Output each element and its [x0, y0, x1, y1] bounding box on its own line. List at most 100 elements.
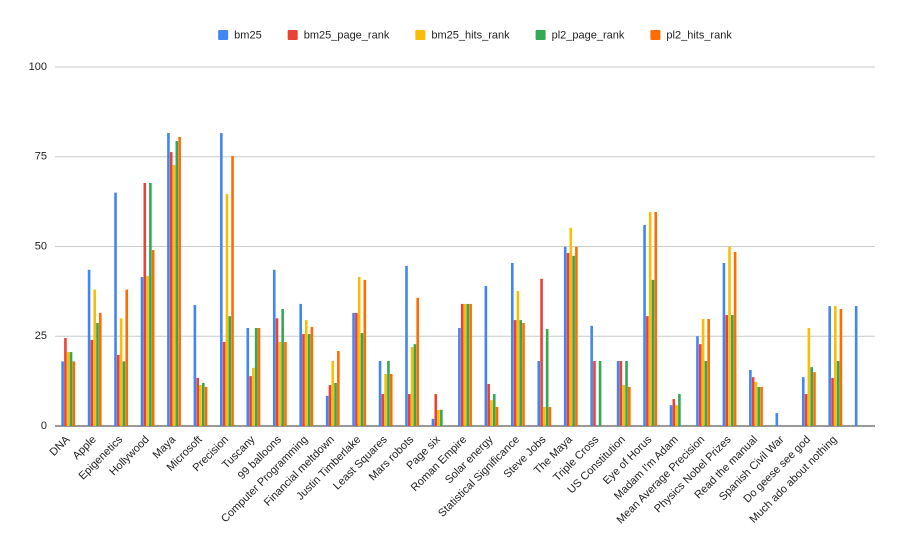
y-tick-label: 0 — [41, 420, 47, 432]
bar — [575, 246, 578, 426]
bar — [275, 318, 279, 426]
bar — [648, 212, 652, 426]
bar — [325, 395, 329, 426]
bar — [378, 361, 382, 426]
bar — [61, 361, 64, 426]
bar — [389, 373, 393, 426]
bar — [387, 361, 390, 426]
bar — [804, 394, 808, 426]
bar — [98, 312, 102, 426]
bar — [698, 344, 702, 426]
legend-label: bm25_hits_rank — [431, 29, 510, 41]
bar — [522, 322, 525, 426]
bar — [545, 329, 549, 426]
bar — [813, 372, 816, 426]
bar — [725, 315, 729, 426]
bar — [222, 341, 226, 426]
bar — [628, 386, 631, 426]
bar — [413, 344, 417, 426]
bar — [513, 320, 517, 426]
legend-label: bm25 — [234, 29, 262, 41]
bar — [466, 303, 470, 426]
bar — [707, 319, 710, 426]
bar — [337, 350, 340, 426]
bar — [281, 308, 284, 426]
bar — [199, 385, 202, 426]
legend-label: bm25_page_rank — [304, 29, 390, 41]
x-tick-label: DNA — [47, 433, 72, 458]
bar — [172, 165, 176, 426]
bar — [302, 334, 305, 426]
bar — [178, 137, 181, 426]
bar — [278, 341, 282, 426]
bar — [696, 336, 699, 426]
bar — [760, 386, 763, 426]
bar — [410, 347, 414, 426]
bar — [516, 291, 520, 426]
bar — [225, 194, 229, 426]
legend-item: pl2_page_rank — [535, 29, 625, 41]
bar — [193, 305, 197, 426]
bar — [328, 385, 332, 426]
bar — [357, 277, 361, 426]
bar — [149, 182, 152, 426]
bar — [593, 361, 596, 426]
bar — [548, 406, 552, 426]
bar — [231, 156, 234, 427]
bar — [458, 327, 461, 426]
bar — [381, 394, 385, 426]
y-tick-label: 75 — [35, 151, 47, 163]
bar — [651, 279, 655, 426]
bar — [146, 275, 149, 426]
bar — [363, 279, 367, 426]
bar — [201, 382, 205, 426]
bar — [754, 381, 758, 426]
legend-swatch — [535, 30, 546, 40]
bar — [416, 297, 419, 426]
bar — [678, 394, 681, 426]
bar — [299, 303, 302, 426]
bar — [511, 263, 514, 426]
bar — [125, 289, 129, 426]
bar — [272, 269, 276, 426]
bar — [731, 315, 734, 426]
bar — [728, 246, 731, 426]
bar — [143, 182, 147, 426]
bar — [749, 369, 752, 426]
bar — [622, 385, 626, 426]
bar — [69, 352, 73, 426]
bar — [566, 252, 570, 426]
bar — [407, 394, 411, 426]
bar — [492, 394, 496, 426]
bar — [836, 361, 840, 426]
bar — [540, 278, 543, 426]
legend-label: pl2_hits_rank — [666, 29, 732, 41]
bar — [114, 192, 117, 426]
legend-swatch — [287, 30, 298, 40]
bar — [249, 376, 252, 426]
bar — [775, 413, 779, 426]
bar — [440, 409, 443, 426]
legend-swatch — [415, 30, 426, 40]
bar — [122, 361, 126, 426]
bar — [807, 327, 811, 426]
bar — [252, 367, 255, 426]
bar — [672, 399, 676, 426]
bar — [590, 325, 593, 426]
bar — [487, 383, 490, 426]
bar — [669, 405, 673, 426]
bar — [360, 333, 364, 426]
bar — [484, 285, 488, 426]
legend-label: pl2_page_rank — [552, 29, 625, 41]
bar — [569, 227, 573, 426]
bar — [169, 152, 173, 426]
bar — [598, 361, 602, 426]
bar — [96, 322, 99, 426]
bar — [355, 312, 358, 426]
bar — [196, 377, 199, 426]
bar — [204, 386, 208, 426]
legend-item: bm25_page_rank — [287, 29, 390, 41]
bar — [469, 303, 472, 426]
bar — [831, 377, 834, 426]
bar — [490, 400, 493, 426]
